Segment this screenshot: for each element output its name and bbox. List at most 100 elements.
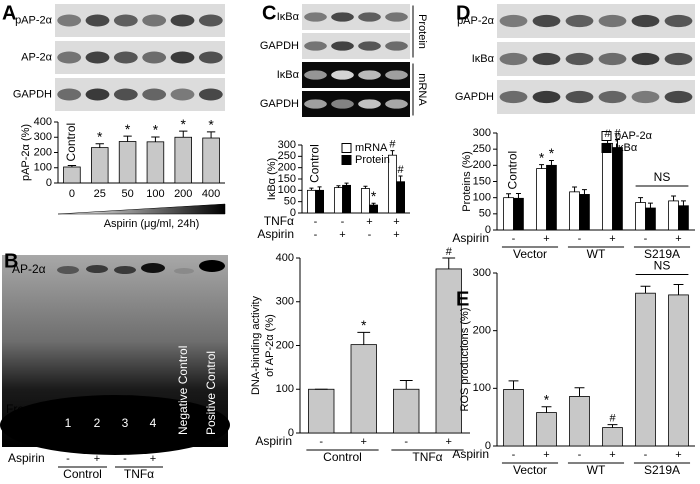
bar xyxy=(315,189,325,214)
blot-band xyxy=(142,51,167,64)
y-tick-label: 250 xyxy=(278,150,296,162)
panel-letter: A xyxy=(2,2,16,24)
row-label: Aspirin xyxy=(452,447,489,461)
blot-band xyxy=(565,14,594,28)
blot-label: IκBα xyxy=(277,69,300,81)
blot-band xyxy=(499,14,528,28)
bar xyxy=(333,187,343,214)
blot-band xyxy=(631,14,660,28)
error-bar xyxy=(574,387,585,397)
error-bar xyxy=(671,195,677,201)
blot-band xyxy=(664,90,693,104)
group-label: Vector xyxy=(513,463,547,477)
blot-band xyxy=(358,41,381,51)
error-bar xyxy=(640,285,651,294)
blot-band xyxy=(385,41,408,51)
blot-band xyxy=(331,99,354,109)
blot-band xyxy=(304,70,327,80)
y-tick-label: 100 xyxy=(473,382,491,394)
error-bar xyxy=(336,185,341,188)
row-sign: + xyxy=(366,216,372,228)
annotation: NS xyxy=(654,170,671,184)
blot-label: GAPDH xyxy=(13,88,52,100)
annotation: # xyxy=(609,413,616,425)
blot-band xyxy=(385,70,408,80)
error-bar xyxy=(67,164,77,167)
annotation: * xyxy=(153,122,159,138)
panel-letter: C xyxy=(262,2,276,24)
row-label: Aspirin xyxy=(255,434,292,448)
row-sign: - xyxy=(512,449,516,461)
blot-band xyxy=(57,14,82,27)
legend-swatch xyxy=(341,155,352,165)
x-tick-label: 25 xyxy=(94,188,106,200)
gel-band-label: AP-2α xyxy=(12,262,46,276)
bar xyxy=(396,181,406,214)
y-tick-label: 150 xyxy=(278,173,296,185)
blot-band xyxy=(598,14,627,28)
y-tick-label: 50 xyxy=(284,196,296,208)
annotation: Control xyxy=(506,151,520,190)
y-tick-label: 0 xyxy=(485,440,491,452)
bar xyxy=(118,141,137,184)
y-tick-label: 200 xyxy=(34,146,52,158)
gel-control-label: Positive Control xyxy=(204,351,218,435)
blot-band xyxy=(631,52,660,66)
legend-swatch xyxy=(601,143,612,153)
error-bar xyxy=(399,380,413,390)
y-tick-label: 200 xyxy=(278,162,296,174)
error-bar xyxy=(515,192,521,199)
blot-band xyxy=(170,14,195,27)
blot-label: GAPDH xyxy=(455,91,494,103)
y-tick-label: 150 xyxy=(473,175,491,187)
x-tick-label: 50 xyxy=(121,188,133,200)
error-bar xyxy=(638,197,644,203)
y-tick-label: 0 xyxy=(46,177,52,189)
blot-band xyxy=(57,88,82,101)
y-tick-label: 200 xyxy=(473,159,491,171)
blot-band xyxy=(664,52,693,66)
bar xyxy=(678,205,689,231)
bar xyxy=(569,396,590,447)
annotation: NS xyxy=(654,259,671,273)
panel-letter: B xyxy=(4,250,18,272)
blot-band xyxy=(85,14,110,27)
blot-band xyxy=(631,90,660,104)
error-bar xyxy=(680,200,686,206)
bar xyxy=(536,168,547,231)
y-tick-label: 300 xyxy=(278,139,296,151)
error-bar xyxy=(614,138,620,148)
row-sign: - xyxy=(319,436,323,448)
blot-band xyxy=(331,41,354,51)
row-sign: - xyxy=(644,233,648,245)
y-tick-label: 50 xyxy=(479,208,491,220)
blot-band xyxy=(385,12,408,22)
annotation: Control xyxy=(64,123,78,162)
y-tick-label: 250 xyxy=(473,143,491,155)
gel-lane-number: 1 xyxy=(65,416,72,430)
bar xyxy=(393,388,420,434)
blot-band xyxy=(565,90,594,104)
gel-lane-number: 4 xyxy=(150,416,157,430)
annotation: # xyxy=(614,127,621,139)
gel-lane-number: 2 xyxy=(94,416,101,430)
blot xyxy=(497,4,695,38)
blot-band xyxy=(358,99,381,109)
row-sign: - xyxy=(368,229,372,241)
y-tick-label: 300 xyxy=(34,131,52,143)
error-bar xyxy=(123,135,132,142)
y-axis-label: pAP-2α (%) xyxy=(20,124,32,181)
row-sign: - xyxy=(66,453,70,465)
x-tick-label: 200 xyxy=(174,188,192,200)
row-label: Aspirin xyxy=(452,231,489,245)
row-sign: - xyxy=(512,233,516,245)
bar xyxy=(668,294,689,447)
row-sign: - xyxy=(578,449,582,461)
error-bar xyxy=(179,130,188,138)
error-bar xyxy=(442,257,456,269)
bar xyxy=(602,427,623,447)
blot-label: pAP-2α xyxy=(457,15,495,27)
y-tick-label: 300 xyxy=(276,296,294,308)
row-sign: - xyxy=(644,449,648,461)
bar xyxy=(668,200,679,231)
